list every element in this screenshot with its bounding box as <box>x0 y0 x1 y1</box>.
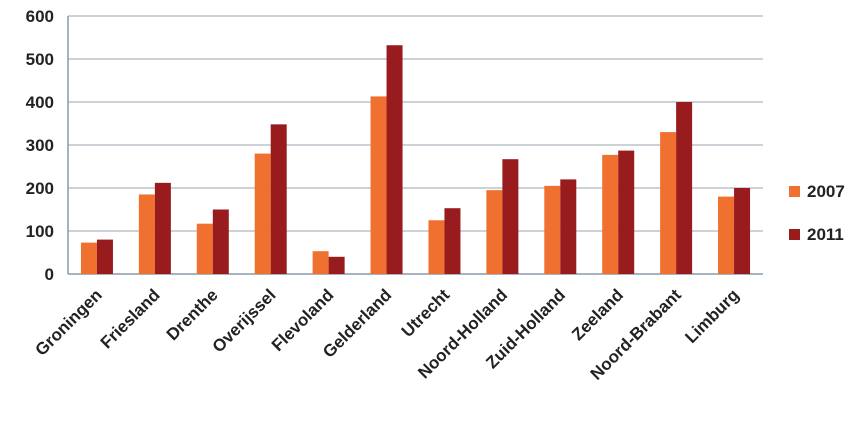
y-tick-label: 500 <box>26 50 54 69</box>
legend-swatch-2007 <box>789 186 800 197</box>
x-tick-label: Groningen <box>32 285 106 359</box>
bar-2011-utrecht <box>444 208 461 274</box>
bar-2007-groningen <box>80 242 97 274</box>
x-tick-label: Overijssel <box>209 285 280 356</box>
bar-2011-gelderland <box>386 45 403 274</box>
bar-2007-flevoland <box>312 251 329 274</box>
x-tick-label: Drenthe <box>163 285 222 344</box>
bar-2011-drenthe <box>212 209 229 274</box>
bar-2007-gelderland <box>370 96 387 274</box>
bar-2007-noord-holland <box>486 190 503 274</box>
bars <box>80 45 751 274</box>
gridlines <box>67 15 763 275</box>
bar-2007-zuid-holland <box>544 185 561 274</box>
legend: 2007 2011 <box>789 182 845 244</box>
y-tick-label: 400 <box>26 93 54 112</box>
x-tick-label: Utrecht <box>398 285 454 341</box>
bar-2007-drenthe <box>196 223 213 274</box>
x-tick-label: Limburg <box>681 285 743 347</box>
bar-2007-friesland <box>138 194 155 274</box>
bar-2011-zeeland <box>618 150 635 274</box>
bar-2011-friesland <box>154 182 171 274</box>
bar-2007-overijssel <box>254 153 271 274</box>
legend-swatch-2011 <box>789 229 800 240</box>
y-tick-label: 300 <box>26 136 54 155</box>
bar-2011-zuid-holland <box>560 179 577 274</box>
y-tick-label: 200 <box>26 179 54 198</box>
y-tick-label: 0 <box>45 265 54 284</box>
y-axis-ticks: 0 100 200 300 400 500 600 <box>26 7 54 284</box>
y-tick-label: 100 <box>26 222 54 241</box>
bar-2011-overijssel <box>270 124 287 274</box>
bar-2011-limburg <box>734 188 751 274</box>
bar-2007-limburg <box>718 196 735 274</box>
x-tick-label: Friesland <box>97 285 164 352</box>
bar-2011-noord-holland <box>502 159 519 274</box>
bar-2007-noord-brabant <box>660 132 677 274</box>
x-tick-label: Zeeland <box>568 285 627 344</box>
bar-2007-zeeland <box>602 154 619 274</box>
bar-2011-noord-brabant <box>676 102 693 274</box>
bar-2011-flevoland <box>328 256 345 274</box>
y-tick-label: 600 <box>26 7 54 26</box>
bar-2007-utrecht <box>428 220 445 274</box>
legend-label: 2011 <box>807 225 844 244</box>
legend-label: 2007 <box>807 182 845 201</box>
bar-2011-groningen <box>96 239 113 274</box>
